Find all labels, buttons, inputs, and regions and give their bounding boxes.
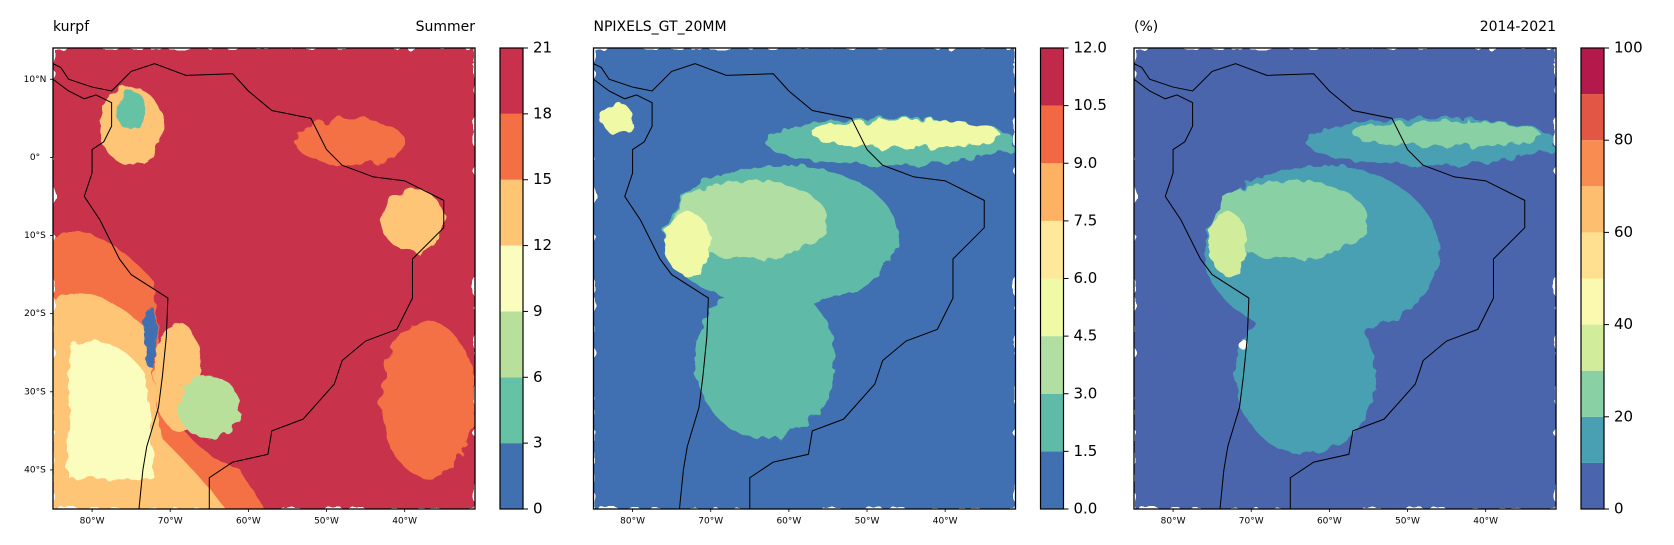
- x-tick-label: 50°W: [314, 517, 339, 527]
- colorbar-segment: [1040, 336, 1064, 394]
- colorbar-segment: [1581, 416, 1604, 463]
- x-tick-label: 70°W: [1239, 517, 1264, 527]
- colorbar-segment: [1040, 105, 1064, 164]
- colorbar-tick-label: 6: [533, 368, 543, 386]
- map-frame: [592, 47, 1017, 510]
- colorbar-segment: [1581, 278, 1604, 325]
- colorbar-tick-label: 100: [1614, 39, 1643, 57]
- colorbar-tick-label: 80: [1614, 131, 1633, 149]
- colorbar-segment: [1581, 232, 1604, 279]
- colorbar-segment: [1581, 462, 1604, 509]
- colorbar-tick-label: 21: [533, 39, 552, 57]
- panel-title-left: kurpf: [53, 19, 90, 35]
- colorbar-tick-label: 6.0: [1074, 269, 1098, 287]
- field: [593, 48, 1016, 509]
- y-tick-label: 0°: [30, 153, 40, 163]
- x-tick-label: 70°W: [698, 517, 723, 527]
- colorbar-segment: [500, 443, 523, 509]
- y-tick-label: 10°N: [24, 75, 47, 85]
- colorbar-tick-label: 20: [1614, 407, 1633, 425]
- map-frame: [1133, 47, 1557, 510]
- colorbar-segment: [1581, 140, 1604, 187]
- map-frame: [52, 47, 476, 510]
- x-tick-label: 60°W: [1317, 517, 1342, 527]
- colorbar-segment: [500, 48, 523, 114]
- colorbar-segment: [500, 179, 523, 246]
- y-tick-label: 30°S: [24, 387, 46, 397]
- colorbar-tick-label: 3: [533, 434, 543, 452]
- colorbar-tick-label: 4.5: [1074, 327, 1098, 345]
- field: [1134, 48, 1556, 509]
- colorbar-frame: [499, 47, 524, 510]
- colorbar-tick-label: 12: [533, 236, 552, 254]
- colorbar-segment: [500, 377, 523, 444]
- colorbar-tick-label: 18: [533, 104, 552, 122]
- x-tick-label: 80°W: [620, 517, 645, 527]
- colorbar-tick-label: 3.0: [1074, 384, 1098, 402]
- colorbar-tick-label: 60: [1614, 223, 1633, 241]
- colorbar-segment: [1040, 163, 1064, 221]
- y-tick-label: 40°S: [24, 465, 46, 475]
- colorbar-segment: [1040, 220, 1064, 279]
- colorbar-segment: [1581, 94, 1604, 141]
- colorbar-segment: [1581, 186, 1604, 233]
- field: [53, 48, 475, 509]
- colorbar-tick-label: 0.0: [1074, 500, 1098, 518]
- y-tick-label: 20°S: [24, 309, 46, 319]
- x-tick-label: 40°W: [933, 517, 958, 527]
- x-tick-label: 70°W: [158, 517, 183, 527]
- panel-title-right: 2014-2021: [1480, 19, 1556, 35]
- map-panel: [1134, 48, 1556, 509]
- colorbar-segment: [1040, 48, 1064, 106]
- panel-title-left: NPIXELS_GT_20MM: [594, 19, 727, 35]
- colorbar-segment: [1581, 324, 1604, 371]
- colorbar-segment: [500, 113, 523, 180]
- colorbar-tick-label: 0: [533, 500, 543, 518]
- x-tick-label: 50°W: [1395, 517, 1420, 527]
- colorbar-tick-label: 1.5: [1074, 442, 1098, 460]
- y-tick-label: 10°S: [24, 231, 46, 241]
- colorbar-tick-label: 9.0: [1074, 154, 1098, 172]
- x-tick-label: 80°W: [1161, 517, 1186, 527]
- colorbar-tick-label: 0: [1614, 500, 1624, 518]
- x-tick-label: 60°W: [236, 517, 261, 527]
- colorbar-segment: [500, 311, 523, 378]
- colorbar-segment: [1040, 278, 1064, 337]
- colorbar-segment: [1040, 451, 1064, 509]
- x-tick-label: 50°W: [855, 517, 880, 527]
- colorbar-tick-label: 7.5: [1074, 211, 1098, 229]
- map-panel: [53, 48, 475, 509]
- panel-title-right: Summer: [416, 19, 476, 35]
- colorbar-segment: [1581, 370, 1604, 417]
- x-tick-label: 60°W: [776, 517, 801, 527]
- x-tick-label: 80°W: [80, 517, 105, 527]
- colorbar-tick-label: 10.5: [1074, 96, 1107, 114]
- colorbar-tick-label: 9: [533, 302, 543, 320]
- colorbar-segment: [1581, 48, 1604, 95]
- map-panel: [593, 48, 1016, 509]
- colorbar-tick-label: 15: [533, 170, 552, 188]
- colorbar-segment: [1040, 393, 1064, 452]
- x-tick-label: 40°W: [1473, 517, 1498, 527]
- panel-title-left: (%): [1134, 19, 1158, 35]
- colorbar-segment: [500, 245, 523, 312]
- x-tick-label: 40°W: [392, 517, 417, 527]
- colorbar-tick-label: 12.0: [1074, 39, 1107, 57]
- colorbar-tick-label: 40: [1614, 315, 1633, 333]
- colorbar-frame: [1580, 47, 1605, 510]
